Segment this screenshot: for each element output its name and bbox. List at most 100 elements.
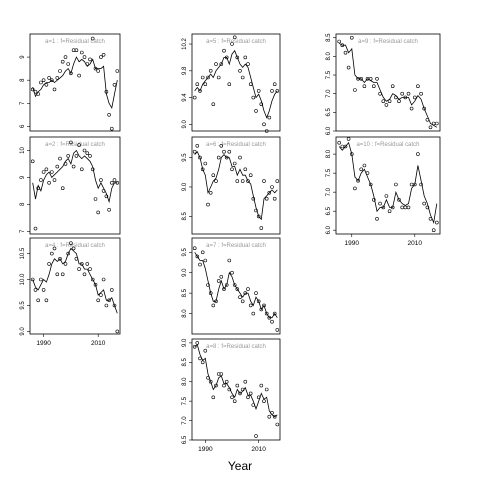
observed-point bbox=[337, 140, 342, 145]
fitted-series-line bbox=[194, 49, 278, 119]
observed-point bbox=[353, 88, 357, 92]
x-axis-label: Year bbox=[228, 459, 252, 473]
panel-label: a=8 : f=Residual catch bbox=[206, 344, 266, 350]
observed-point bbox=[428, 217, 433, 221]
observed-point bbox=[195, 82, 200, 86]
observed-point bbox=[214, 179, 218, 183]
observed-point bbox=[384, 194, 389, 198]
observed-point bbox=[375, 217, 379, 221]
observed-point bbox=[216, 279, 221, 283]
observed-point bbox=[230, 42, 234, 46]
y-tick-label: 8.0 bbox=[182, 309, 188, 318]
observed-point bbox=[208, 379, 213, 384]
y-tick-label: 9.0 bbox=[20, 327, 26, 336]
observed-point bbox=[378, 91, 382, 96]
observed-point bbox=[264, 387, 269, 392]
y-tick-label: 10.5 bbox=[20, 247, 26, 259]
observed-point bbox=[90, 167, 95, 172]
observed-point bbox=[251, 196, 256, 201]
observed-point bbox=[198, 356, 202, 361]
observed-point bbox=[77, 267, 81, 271]
observed-point bbox=[192, 246, 197, 250]
observed-point bbox=[115, 329, 120, 334]
observed-point bbox=[60, 59, 65, 64]
observed-point bbox=[434, 121, 439, 126]
observed-point bbox=[41, 78, 46, 82]
fitted-series-line bbox=[338, 141, 438, 225]
observed-point bbox=[365, 171, 370, 175]
observed-point bbox=[359, 77, 364, 81]
observed-point bbox=[270, 89, 274, 93]
observed-point bbox=[227, 82, 232, 86]
observed-point bbox=[93, 282, 98, 287]
panel-label: a=4 : f=Residual catch bbox=[45, 243, 105, 249]
observed-point bbox=[243, 291, 248, 295]
observed-point bbox=[346, 137, 351, 141]
y-tick-label: 6.0 bbox=[326, 225, 332, 234]
observed-point bbox=[259, 383, 264, 388]
observed-point bbox=[375, 77, 379, 81]
observed-point bbox=[416, 84, 420, 88]
observed-point bbox=[262, 303, 266, 308]
observed-point bbox=[256, 395, 261, 400]
observed-point bbox=[270, 410, 274, 415]
observed-point bbox=[343, 50, 348, 55]
observed-point bbox=[107, 298, 111, 303]
observed-point bbox=[107, 113, 111, 117]
observed-point bbox=[112, 303, 117, 308]
y-tick-label: 7.5 bbox=[182, 396, 188, 405]
observed-point bbox=[222, 149, 226, 154]
y-tick-label: 6 bbox=[20, 124, 26, 128]
y-tick-label: 7.0 bbox=[326, 187, 332, 196]
observed-point bbox=[267, 414, 272, 419]
observed-point bbox=[235, 383, 240, 388]
observed-point bbox=[353, 186, 357, 191]
observed-point bbox=[192, 95, 197, 100]
observed-point bbox=[368, 182, 373, 187]
observed-point bbox=[85, 151, 90, 155]
observed-point bbox=[36, 298, 41, 303]
observed-point bbox=[419, 91, 423, 96]
observed-point bbox=[403, 205, 408, 210]
observed-point bbox=[400, 91, 405, 96]
observed-point bbox=[203, 82, 208, 86]
observed-point bbox=[264, 196, 269, 201]
panel-frame bbox=[191, 237, 281, 335]
observed-point bbox=[69, 140, 73, 145]
observed-point bbox=[44, 83, 49, 87]
observed-point bbox=[254, 291, 258, 295]
observed-point bbox=[238, 295, 242, 300]
observed-point bbox=[248, 82, 253, 86]
panel-label: a=1 : f=Residual catch bbox=[45, 39, 105, 45]
observed-point bbox=[52, 87, 57, 92]
observed-point bbox=[275, 328, 280, 332]
y-tick-label: 6.5 bbox=[326, 108, 332, 117]
y-tick-label: 10 bbox=[20, 146, 26, 153]
observed-point bbox=[340, 144, 345, 149]
observed-point bbox=[397, 198, 401, 202]
y-tick-label: 9.5 bbox=[182, 153, 188, 162]
observed-point bbox=[206, 202, 210, 207]
observed-point bbox=[112, 83, 117, 87]
observed-point bbox=[71, 246, 76, 251]
observed-point bbox=[272, 311, 277, 316]
observed-point bbox=[206, 375, 210, 380]
observed-point bbox=[235, 179, 240, 183]
y-tick-label: 7.5 bbox=[326, 168, 332, 177]
observed-point bbox=[44, 167, 49, 172]
observed-point bbox=[52, 178, 57, 182]
observed-point bbox=[272, 196, 277, 201]
observed-point bbox=[254, 109, 258, 113]
panel-frame bbox=[335, 33, 441, 132]
observed-point bbox=[409, 182, 414, 187]
observed-point bbox=[66, 62, 70, 66]
observed-point bbox=[96, 210, 100, 215]
observed-point bbox=[390, 84, 395, 88]
observed-point bbox=[403, 95, 408, 100]
observed-point bbox=[216, 155, 221, 160]
observed-point bbox=[74, 256, 79, 261]
observed-point bbox=[47, 76, 51, 80]
observed-point bbox=[71, 164, 76, 169]
x-tick-label: 1990 bbox=[345, 240, 360, 247]
observed-point bbox=[63, 162, 68, 166]
